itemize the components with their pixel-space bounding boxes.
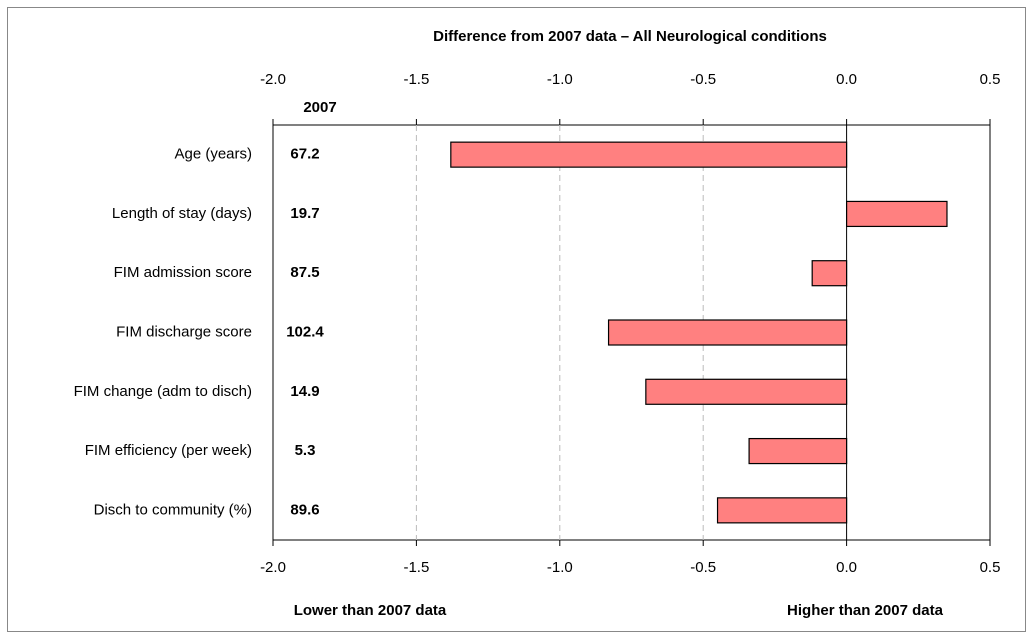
category-label: FIM change (adm to disch): [74, 383, 252, 400]
annotation: Lower than 2007 data: [294, 602, 447, 619]
x-tick-label: -1.0: [547, 71, 573, 88]
baseline-value: 102.4: [286, 323, 324, 340]
bar: [811, 260, 848, 287]
x-tick-label: 0.0: [836, 559, 857, 576]
annotation: Higher than 2007 data: [787, 602, 944, 619]
bar: [845, 200, 948, 228]
category-label: FIM admission score: [114, 264, 252, 281]
bar: [748, 437, 848, 465]
x-tick-label: -0.5: [690, 559, 716, 576]
x-tick-label: -1.0: [547, 559, 573, 576]
baseline-value: 14.9: [290, 383, 319, 400]
baseline-value: 67.2: [290, 146, 319, 163]
bar: [645, 378, 848, 405]
x-tick-label: -0.5: [690, 71, 716, 88]
baseline-value: 5.3: [295, 442, 316, 459]
x-tick-label: 0.5: [980, 71, 1001, 88]
chart-title: Difference from 2007 data – All Neurolog…: [433, 28, 827, 45]
category-label: Age (years): [174, 146, 252, 163]
x-tick-label: 0.5: [980, 559, 1001, 576]
category-label: Disch to community (%): [94, 501, 252, 518]
x-tick-label: -1.5: [403, 71, 429, 88]
bar: [607, 319, 848, 346]
chart-frame: [7, 7, 1026, 632]
baseline-value: 89.6: [290, 501, 319, 518]
category-label: FIM discharge score: [116, 323, 252, 340]
x-tick-label: 0.0: [836, 71, 857, 88]
category-label: Length of stay (days): [112, 205, 252, 222]
baseline-value: 87.5: [290, 264, 319, 281]
x-tick-label: -2.0: [260, 71, 286, 88]
x-tick-label: -1.5: [403, 559, 429, 576]
bar: [716, 497, 848, 524]
x-tick-label: -2.0: [260, 559, 286, 576]
bar: [450, 141, 848, 168]
column-header: 2007: [303, 99, 336, 116]
category-label: FIM efficiency (per week): [85, 442, 252, 459]
baseline-value: 19.7: [290, 205, 319, 222]
